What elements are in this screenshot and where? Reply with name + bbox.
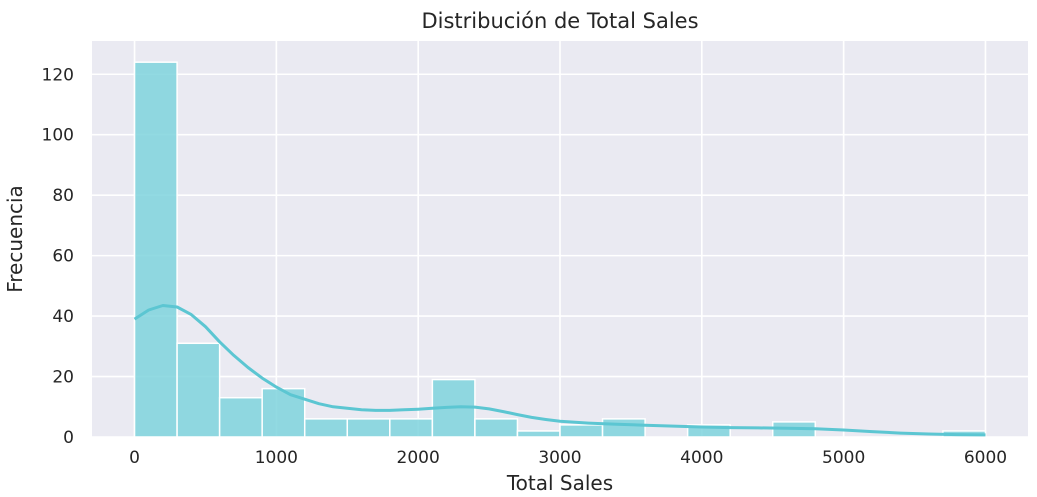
kde-curve-line	[133, 304, 986, 437]
histogram-bar	[176, 342, 221, 438]
x-tick-label: 4000	[680, 448, 723, 468]
x-axis-ticks: 0 1000 2000 3000 4000 5000 6000	[129, 448, 1007, 468]
y-tick-label: 80	[52, 186, 74, 206]
histogram-bar	[601, 418, 646, 438]
y-tick-label: 40	[52, 307, 74, 327]
y-axis-label: Frecuencia	[3, 185, 27, 293]
x-axis-label: Total Sales	[506, 471, 613, 495]
x-tick-label: 3000	[538, 448, 581, 468]
y-tick-label: 100	[42, 126, 74, 146]
y-tick-label: 0	[63, 428, 74, 448]
histogram-bar	[559, 424, 604, 438]
y-tick-label: 20	[52, 368, 74, 388]
histogram-bar	[133, 61, 178, 438]
x-tick-label: 1000	[255, 448, 298, 468]
chart-title: Distribución de Total Sales	[421, 9, 698, 33]
histogram-bar	[474, 418, 519, 438]
x-tick-label: 0	[129, 448, 140, 468]
histogram-bar	[389, 418, 434, 438]
x-tick-label: 5000	[822, 448, 865, 468]
y-tick-label: 60	[52, 247, 74, 267]
histogram-bar	[346, 418, 391, 438]
histogram-bar	[303, 418, 349, 438]
x-tick-label: 6000	[964, 448, 1007, 468]
y-axis-ticks: 0 20 40 60 80 100 120	[42, 65, 74, 448]
histogram-bar	[516, 430, 561, 438]
histogram-bar	[218, 396, 263, 438]
y-tick-label: 120	[42, 65, 74, 85]
x-tick-label: 2000	[397, 448, 440, 468]
